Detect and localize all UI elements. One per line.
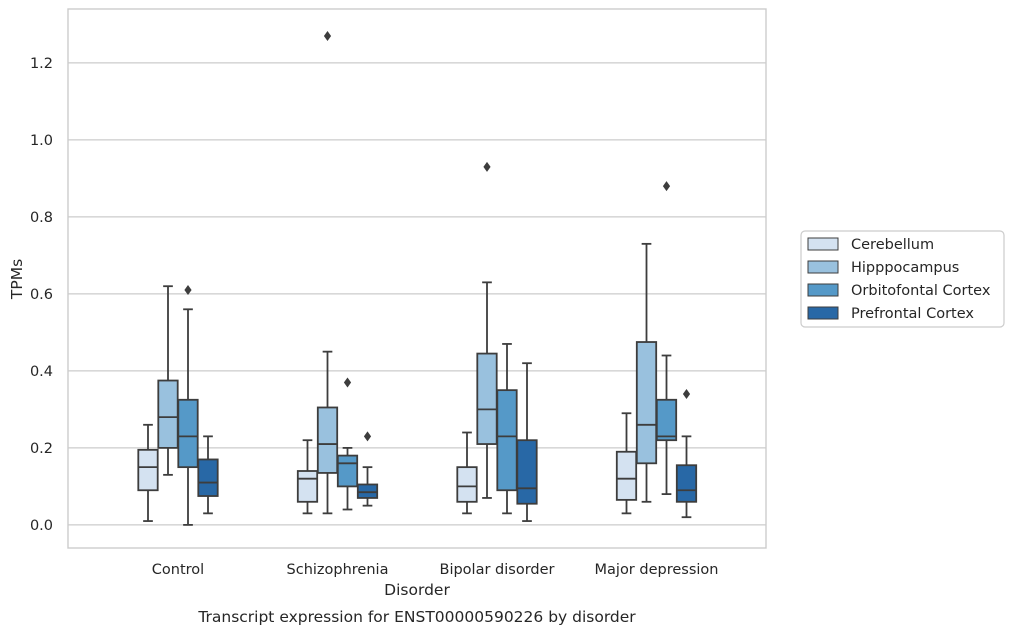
box-hipppocampus [157,285,179,476]
outlier-point [184,285,192,296]
box-prefrontal-cortex [197,435,219,515]
x-tick-label: Schizophrenia [287,562,389,578]
group-bipolar-disorder [456,161,538,522]
box-iqr [456,466,478,503]
legend-swatch [807,237,839,251]
y-tick-label: 0.2 [30,441,53,457]
legend-item: Cerebellum [807,237,934,253]
outlier-point [682,389,691,399]
box-iqr [675,464,698,503]
outlier-point [363,431,372,442]
box-orbitofontal-cortex [655,181,678,496]
outlier-point [343,377,352,388]
outlier-point [483,161,491,172]
box-prefrontal-cortex [356,431,379,507]
box-prefrontal-cortex [675,389,698,519]
legend-item: Hipppocampus [807,260,959,276]
box-iqr [635,341,658,465]
box-iqr [177,398,199,469]
box-cerebellum [137,423,159,522]
group-control [137,285,219,526]
box-iqr [157,379,179,449]
box-orbitofontal-cortex [496,343,518,515]
y-tick-label: 0.6 [30,287,53,303]
x-axis: Control Schizophrenia Bipolar disorder Majo… [152,562,719,578]
box-hipppocampus [635,242,658,503]
x-axis-title: Disorder [384,581,450,599]
y-tick-label: 1.0 [30,133,53,149]
box-iqr [516,439,538,505]
box-iqr [316,406,339,474]
box-orbitofontal-cortex [336,377,359,511]
outlier-point [323,30,332,41]
x-tick-label: Major depression [595,562,719,578]
box-iqr [655,398,678,442]
group-schizophrenia [296,30,379,515]
legend-label: Hipppocampus [851,260,959,276]
box-iqr [615,450,638,501]
box-iqr [197,458,219,497]
y-tick-label: 0.0 [30,518,53,534]
box-hipppocampus [476,161,498,499]
legend: Cerebellum Hipppocampus Orbitofontal Corte… [800,230,1005,328]
y-tick-label: 0.4 [30,364,53,380]
box-iqr [496,389,518,492]
legend-label: Cerebellum [851,237,934,253]
box-iqr [137,448,159,492]
group-major-depression [615,181,698,519]
legend-swatch [807,306,839,320]
legend-item: Prefrontal Cortex [807,306,974,322]
box-cerebellum [296,439,319,515]
box-iqr [296,470,319,503]
box-orbitofontal-cortex [177,285,199,526]
gridlines [68,62,766,526]
box-hipppocampus [316,30,339,515]
box-cerebellum [615,412,638,515]
box-iqr [356,483,379,499]
x-tick-label: Control [152,562,204,578]
legend-label: Orbitofontal Cortex [851,283,991,299]
y-axis: 0.0 0.2 0.4 0.6 0.8 1.0 1.2 [30,56,53,534]
chart-caption: Transcript expression for ENST0000059022… [197,608,636,626]
box-cerebellum [456,431,478,515]
y-tick-label: 1.2 [30,56,53,72]
boxplot-groups [137,30,698,526]
legend-swatch [807,260,839,274]
box-prefrontal-cortex [516,362,538,522]
y-axis-title: TPMs [8,259,26,300]
legend-item: Orbitofontal Cortex [807,283,991,299]
legend-swatch [807,283,839,297]
box-iqr [476,352,498,445]
box-iqr [336,454,359,488]
y-tick-label: 0.8 [30,210,53,226]
plot-frame [67,8,767,549]
legend-frame [800,230,1005,328]
x-tick-label: Bipolar disorder [440,562,555,578]
outlier-point [662,181,671,192]
legend-label: Prefrontal Cortex [851,306,974,322]
